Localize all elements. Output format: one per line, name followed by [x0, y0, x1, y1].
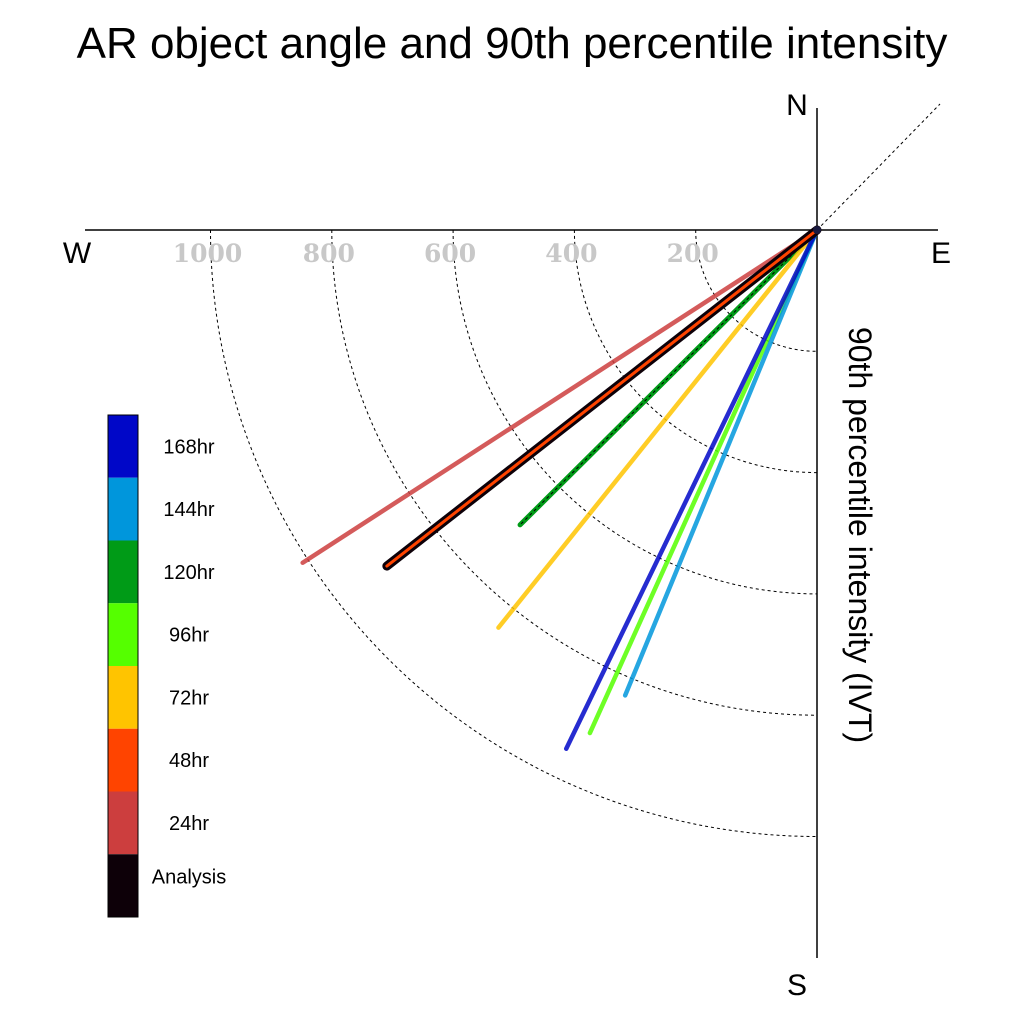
intensity-axis-title: 90th percentile intensity (IVT) [842, 327, 878, 743]
legend-label-72hr: 72hr [169, 687, 209, 709]
series-line-168hr [563, 227, 820, 751]
legend-colorbar-outline [107, 414, 139, 918]
legend-label-96hr: 96hr [169, 625, 209, 647]
series-line-96hr [587, 227, 820, 736]
series-line-48hr [385, 228, 819, 568]
compass-north-label: N [786, 89, 808, 122]
series-layer [300, 225, 822, 751]
series-line-120hr-dash [519, 229, 818, 526]
legend-label-144hr: 144hr [163, 499, 214, 521]
legend-label-48hr: 48hr [169, 750, 209, 772]
legend-swatch-24hr [108, 791, 138, 855]
legend-swatch-analysis [108, 854, 138, 917]
legend-label-analysis: Analysis [152, 867, 226, 889]
compass-south-label: S [787, 969, 807, 1002]
grid-layer [210, 229, 818, 837]
origin-marker [813, 226, 821, 234]
radial-ring-400 [573, 229, 818, 474]
series-line-24hr [300, 227, 820, 565]
radial-ring-200 [695, 229, 818, 352]
legend-swatch-120hr [108, 540, 138, 604]
compass-east-label: E [931, 237, 951, 270]
legend-swatch-144hr [108, 477, 138, 541]
radial-ring-800 [331, 229, 818, 716]
legend: 168hr 144hr 120hr 96hr 72hr 48hr 24hr Analysis [107, 414, 226, 918]
legend-swatch-72hr [108, 666, 138, 729]
legend-swatch-48hr [108, 728, 138, 792]
legend-label-120hr: 120hr [163, 562, 214, 584]
legend-label-168hr: 168hr [163, 436, 214, 458]
radial-ring-600 [452, 229, 818, 595]
series-line-72hr [496, 227, 820, 630]
ring-label-1000: 1000 [173, 239, 243, 268]
legend-swatch-96hr [108, 603, 138, 666]
chart-title: AR object angle and 90th percentile inte… [77, 19, 948, 68]
northeast-reference-line [816, 103, 941, 231]
legend-label-24hr: 24hr [169, 813, 209, 835]
ring-label-800: 800 [303, 239, 355, 268]
compass-west-label: W [63, 237, 92, 270]
ring-label-200: 200 [667, 239, 719, 268]
ring-label-400: 400 [545, 239, 597, 268]
ring-label-600: 600 [424, 239, 476, 268]
series-line-144hr [622, 227, 820, 698]
ring-labels: 200 400 600 800 1000 [173, 239, 719, 268]
radial-ring-1000 [210, 229, 818, 837]
legend-swatch-168hr [108, 415, 138, 478]
